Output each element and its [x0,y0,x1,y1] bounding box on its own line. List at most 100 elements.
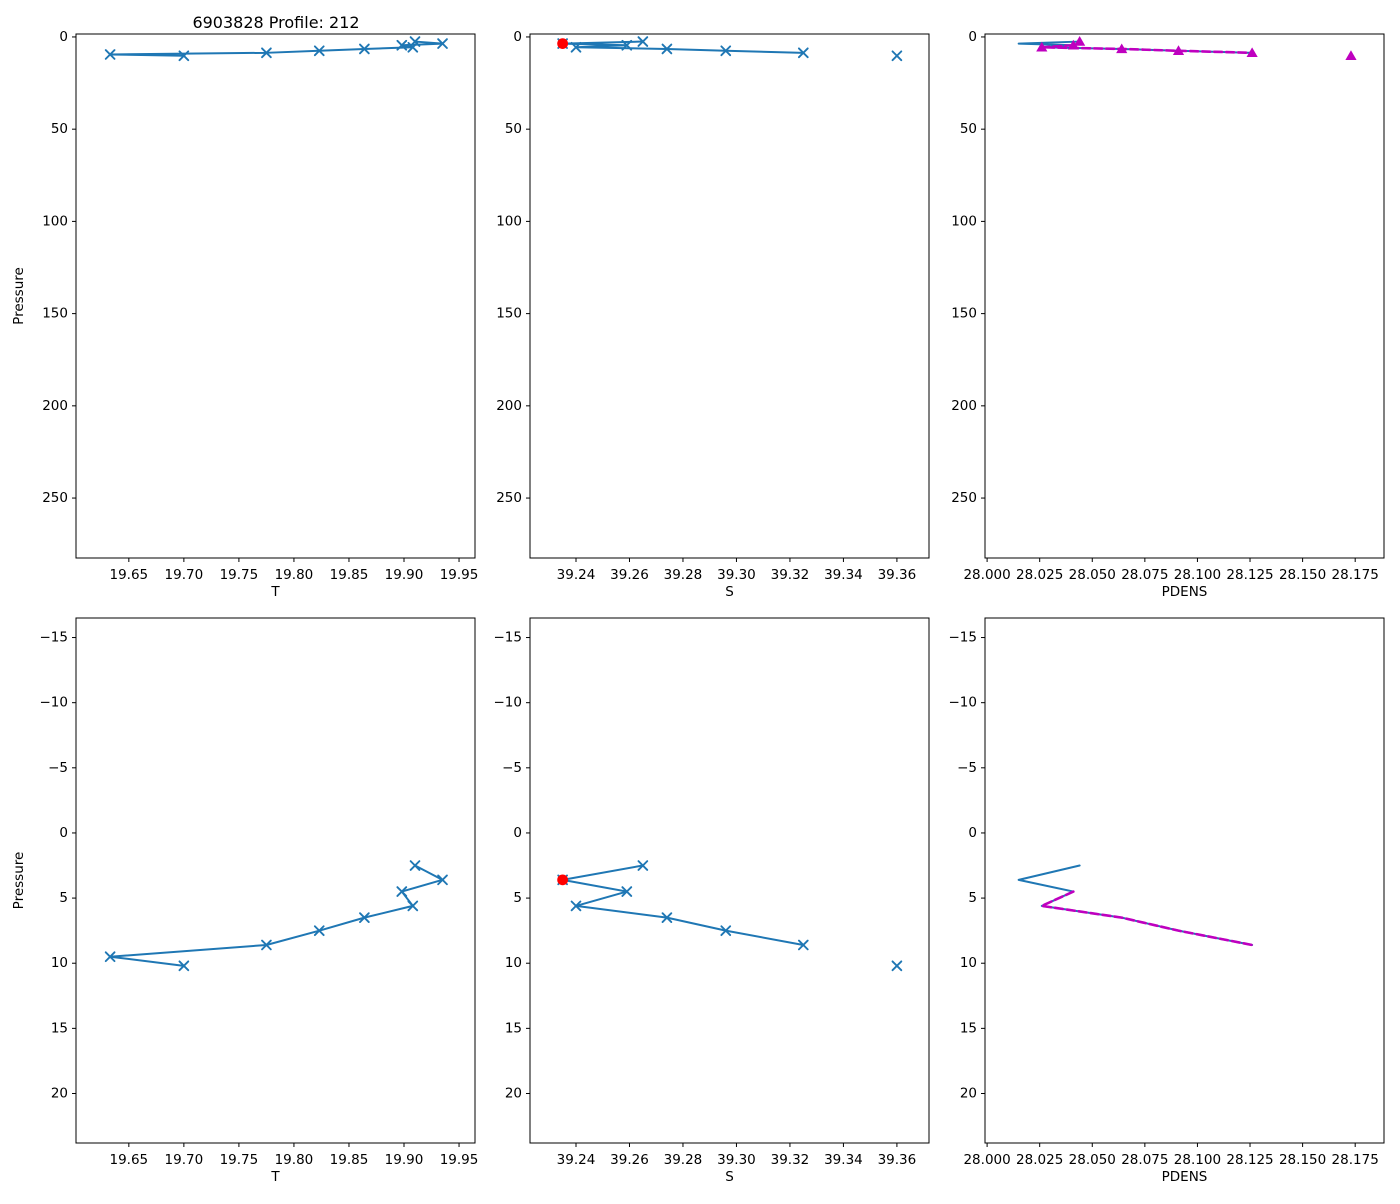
triangle-marker [1116,43,1128,54]
x-tick-label: 28.000 [963,567,1010,583]
x-tick-label: 28.075 [1121,567,1168,583]
y-tick-label: 0 [968,29,977,45]
x-tick-label: 39.30 [717,1152,756,1168]
x-tick-label: 19.85 [330,1152,369,1168]
triangle-marker [1036,41,1048,52]
y-tick-label: 15 [51,1020,68,1036]
x-tick-label: 19.65 [110,1152,149,1168]
subplot-pdens-zoom: 28.000 28.025 28.050 28.075 28.100 28.125 28.1… [949,617,1385,1185]
x-tick-label: 19.80 [275,1152,314,1168]
y-tick-label: 10 [51,955,68,971]
x-marker [437,874,448,886]
x-marker [359,43,370,55]
dot-marker [557,874,569,886]
axes-frame [529,617,930,1144]
x-marker [797,47,809,59]
x-marker [104,49,116,60]
x-marker [359,912,370,923]
x-marker [797,939,809,951]
x-marker [637,36,649,47]
y-tick-label: 0 [513,29,522,45]
x-tick-label: 19.85 [330,567,369,583]
x-axis-label: PDENS [1162,584,1208,600]
x-marker [621,39,633,51]
x-tick-label: 28.050 [1069,1152,1116,1168]
y-tick-label: −5 [502,760,522,776]
x-tick-label: 28.075 [1121,1152,1168,1168]
x-marker [570,41,582,53]
series-flagged-salinity-point [557,874,569,886]
y-tick-label: 150 [42,306,68,322]
y-tick-label: −15 [494,630,523,646]
y-tick-label: 5 [968,890,977,906]
y-axis-label: Pressure [11,852,27,910]
x-marker [313,925,325,937]
y-tick-label: 20 [960,1085,977,1101]
axes-frame [984,33,1385,559]
x-tick-label: 28.125 [1226,567,1273,583]
x-tick-label: 39.32 [771,567,810,583]
y-tick-label: 150 [496,306,522,322]
x-tick-label: 39.28 [664,567,703,583]
x-tick-label: 19.75 [220,567,259,583]
series-flagged-salinity-point [557,38,569,49]
x-tick-label: 28.125 [1226,1152,1273,1168]
y-tick-label: 0 [513,825,522,841]
axes-frame [529,33,930,559]
x-tick-label: 28.100 [1174,1152,1221,1168]
triangle-marker [1067,39,1079,50]
x-tick-label: 19.90 [385,1152,424,1168]
y-tick-label: 250 [42,490,68,506]
series-line [1040,890,1254,947]
x-marker [396,39,408,51]
y-tick-label: 100 [951,213,977,229]
y-tick-label: 0 [59,29,68,45]
y-tick-label: 15 [960,1020,977,1036]
x-tick-label: 19.70 [165,1152,204,1168]
x-axis-label: PDENS [1162,1169,1208,1185]
x-tick-label: 39.26 [610,567,649,583]
y-tick-label: 200 [42,398,68,414]
x-tick-label: 28.050 [1069,567,1116,583]
y-tick-label: 5 [513,890,522,906]
y-tick-label: −15 [40,630,69,646]
x-marker [661,43,673,55]
x-tick-label: 19.75 [220,1152,259,1168]
x-marker [104,951,116,963]
x-marker [720,925,732,937]
x-tick-label: 19.65 [110,567,149,583]
y-tick-label: 50 [505,121,522,137]
x-tick-label: 28.025 [1016,567,1063,583]
x-marker [178,960,190,972]
y-tick-label: 20 [505,1085,522,1101]
y-tick-label: 50 [960,121,977,137]
y-tick-label: 100 [42,213,68,229]
y-tick-label: −10 [949,695,978,711]
x-axis-label: T [270,1169,280,1185]
series-temperature-profile [104,860,448,972]
y-tick-label: −15 [949,630,978,646]
y-tick-label: 10 [505,955,522,971]
x-marker [313,45,325,57]
x-tick-label: 39.28 [664,1152,703,1168]
y-tick-label: 250 [496,490,522,506]
x-marker [261,47,272,59]
x-marker [407,900,419,912]
x-axis-label: S [725,1169,734,1185]
series-pdens-adjusted-markers [1036,36,1357,60]
y-tick-label: 100 [496,213,522,229]
triangle-marker [1345,50,1357,60]
x-tick-label: 39.24 [557,1152,596,1168]
x-tick-label: 39.36 [878,567,917,583]
x-marker [891,960,903,972]
x-tick-label: 28.100 [1174,567,1221,583]
axes-frame [984,617,1385,1144]
x-tick-label: 19.90 [385,567,424,583]
x-tick-label: 19.95 [440,567,479,583]
x-marker [178,50,190,62]
x-marker [621,886,633,897]
x-tick-label: 28.175 [1332,1152,1379,1168]
x-axis-label: S [725,584,734,600]
x-tick-label: 39.34 [824,567,863,583]
